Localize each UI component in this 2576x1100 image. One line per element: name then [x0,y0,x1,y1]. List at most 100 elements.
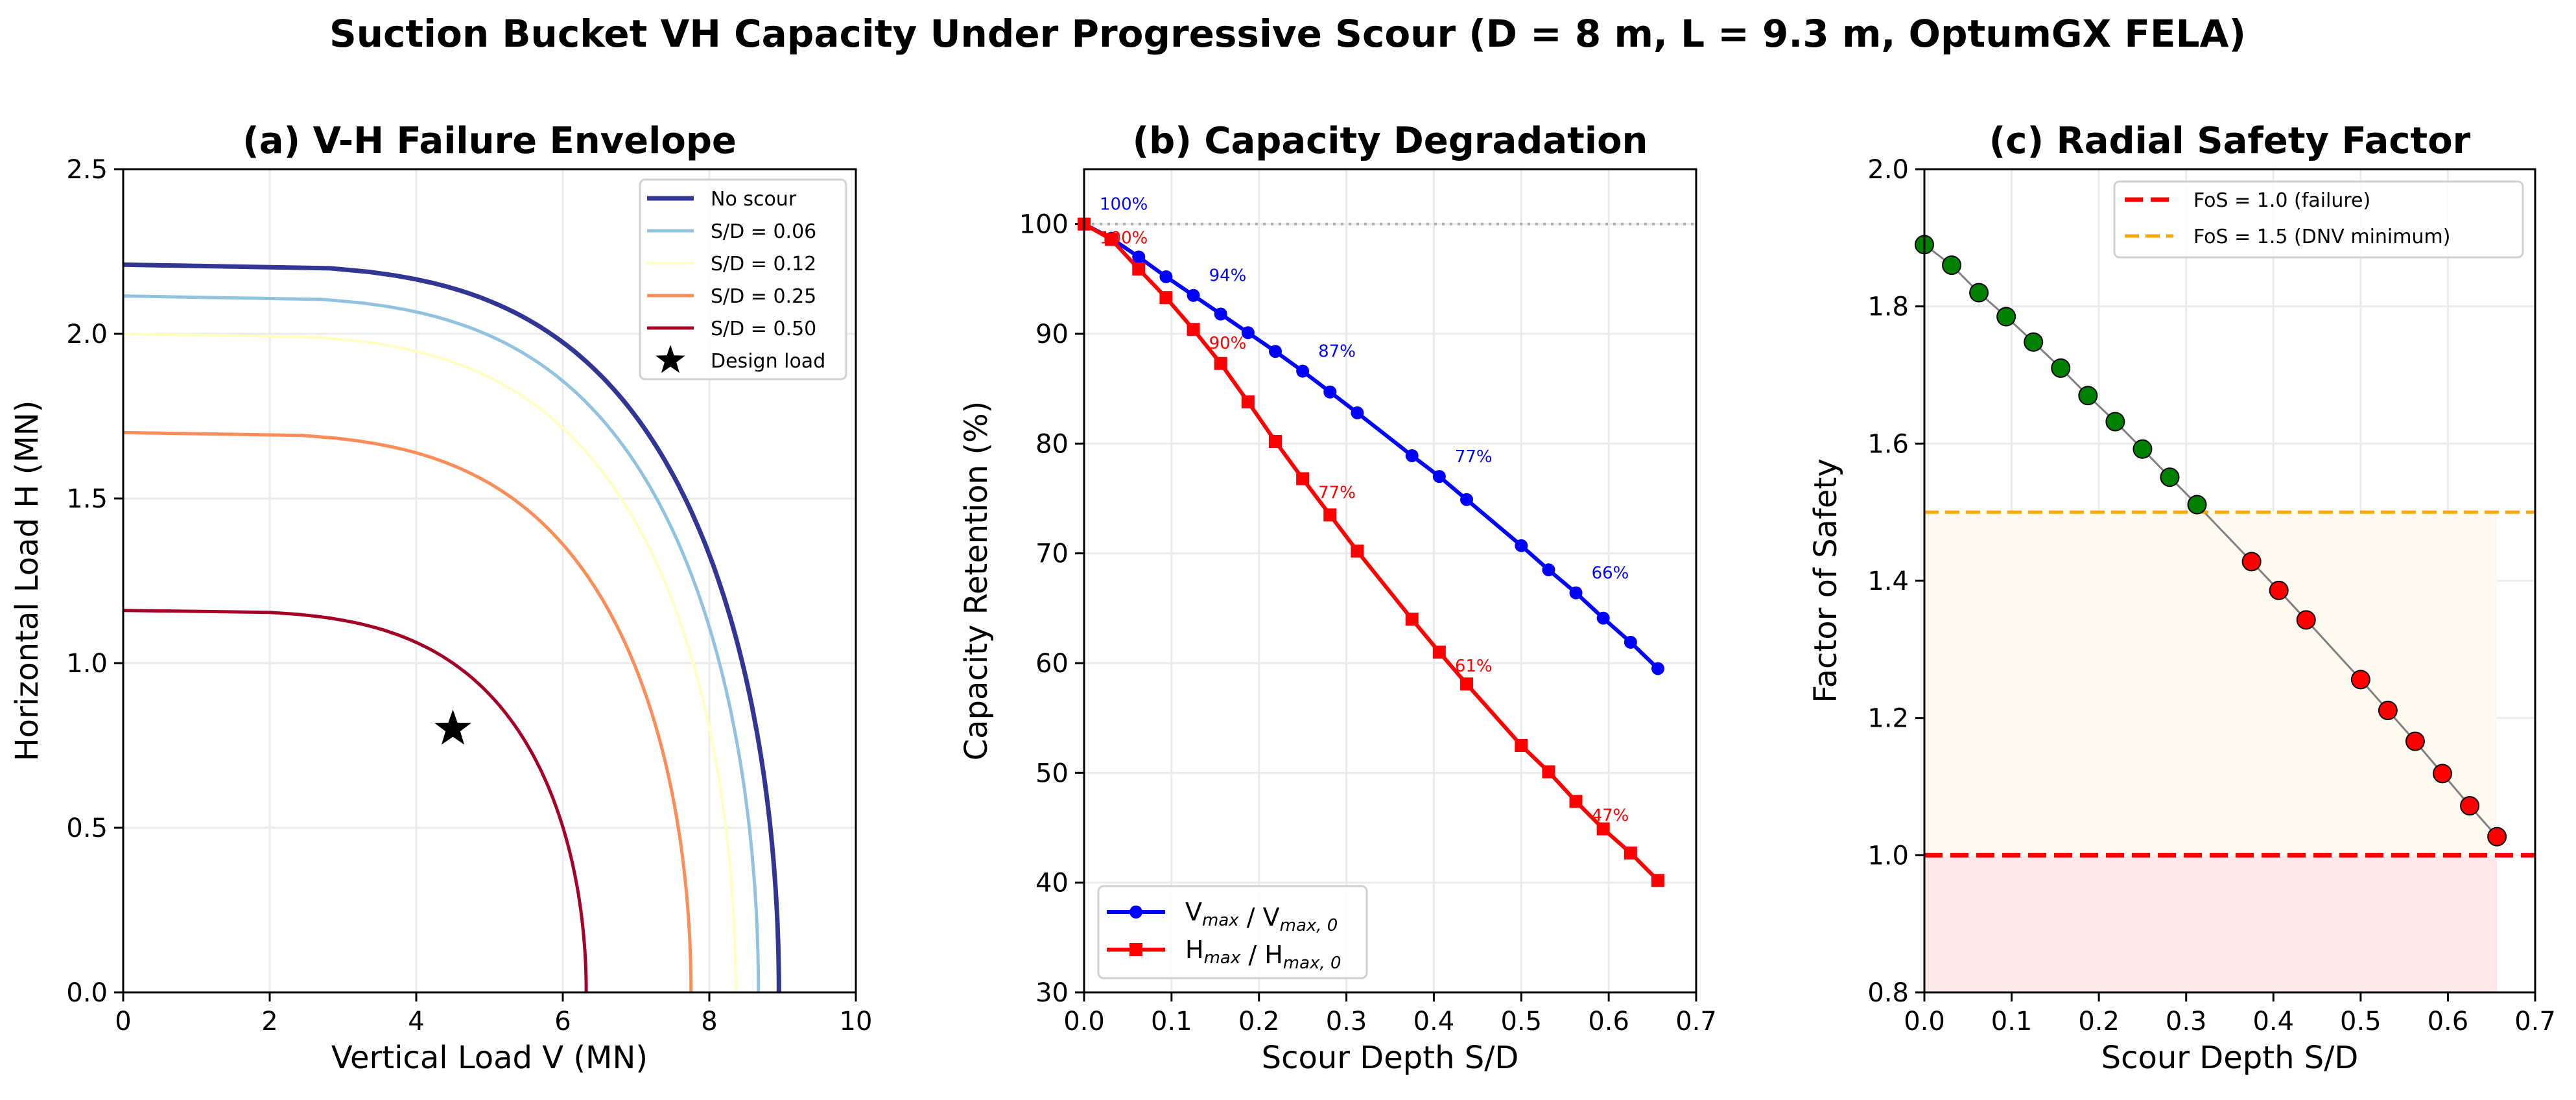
y-tick-label: 1.2 [1867,704,1909,734]
y-tick-label: 1.0 [66,649,108,679]
panel-2: 0.0 0.1 0.2 0.3 0.4 0.5 0.6 0.7 0.8 1.0 1.2 1.4 1.6 1… [1808,120,2556,1076]
legend-marker [1129,906,1142,919]
data-point [1269,434,1282,448]
x-tick-label: 0.3 [2166,1007,2207,1036]
y-tick-label: 100 [1019,210,1069,240]
x-tick-label: 0.2 [1238,1007,1280,1036]
data-point [1187,288,1200,302]
data-point [1432,470,1446,484]
data-label: 66% [1592,564,1629,583]
legend-label: S/D = 0.06 [711,220,816,243]
data-point [1515,739,1528,752]
y-tick-label: 0.8 [1867,978,1909,1008]
data-point [2405,731,2425,751]
x-tick-label: 6 [554,1007,571,1036]
legend-label: S/D = 0.50 [711,318,816,340]
data-point [1214,357,1227,370]
y-tick-label: 0.5 [66,813,108,843]
data-point [1105,233,1118,246]
data-point [2051,358,2071,378]
data-label: 47% [1592,806,1629,825]
y-axis-label: Horizontal Load H (MN) [9,401,45,762]
legend-label: FoS = 1.5 (DNV minimum) [2193,226,2450,248]
data-point [1651,662,1664,675]
data-point [2350,670,2370,690]
legend-label: Hmax / Hmax, 0 [1185,935,1341,973]
data-point [1515,539,1528,552]
legend-label: S/D = 0.12 [711,253,816,275]
data-point [1542,765,1555,778]
panel-1: 0.0 0.1 0.2 0.3 0.4 0.5 0.6 0.7 30 40 50 60 70 80 90 10… [958,120,1717,1076]
data-point [1296,472,1310,486]
panel-title: (a) V-H Failure Envelope [242,120,737,162]
data-point [2460,796,2480,816]
x-tick-label: 0.0 [1063,1007,1105,1036]
data-label: 61% [1455,657,1493,676]
axes-frame [1923,168,2536,994]
y-tick-label: 70 [1035,539,1069,569]
legend-label-subscript: max [1204,948,1241,968]
data-point [2487,826,2507,847]
data-point [1132,263,1146,276]
y-tick-label: 90 [1035,320,1069,349]
data-point [1460,493,1473,506]
data-point [1651,874,1664,887]
axes-frame [122,168,857,994]
data-point [1351,544,1364,558]
data-point [1132,250,1146,264]
data-point [1405,449,1419,462]
data-point [1460,677,1473,691]
data-point [1323,385,1337,399]
legend-label-main: / H [1240,941,1283,969]
data-point [1296,364,1310,378]
legend-box [2113,180,2524,259]
legend-label-subscript: max [1202,911,1239,930]
x-axis-label: Scour Depth S/D [2101,1040,2359,1076]
x-tick-label: 0.0 [1904,1007,1945,1036]
data-point [1996,307,2016,327]
data-point [2160,467,2180,487]
legend: No scour S/D = 0.06 S/D = 0.12 S/D = 0.25 S/… [639,178,847,380]
x-tick-label: 0.1 [1991,1007,2033,1036]
legend-label: Vmax / Vmax, 0 [1185,898,1338,935]
panel-title: (c) Radial Safety Factor [1989,120,2471,162]
data-label: 100% [1100,195,1148,215]
y-tick-label: 80 [1035,429,1069,459]
data-label: 90% [1209,334,1247,353]
data-label: 94% [1209,266,1247,286]
y-tick-label: 1.0 [1867,841,1909,871]
data-point [2024,332,2044,352]
legend-label-subscript: max, 0 [1280,916,1338,935]
data-point [1241,395,1255,408]
y-tick-label: 40 [1035,869,1069,898]
envelope-line [123,262,781,992]
data-point [2269,580,2289,600]
data-label: 77% [1318,484,1356,503]
legend-label: Design load [711,350,825,373]
y-tick-label: 1.6 [1867,429,1909,459]
x-tick-label: 0 [115,1007,131,1036]
data-label: 100% [1100,229,1148,248]
legend-label: No scour [711,188,797,211]
x-tick-label: 0.6 [1588,1007,1629,1036]
data-point [2078,386,2098,406]
design-load-marker [434,709,471,745]
y-tick-label: 30 [1035,978,1069,1008]
figure-title: Suction Bucket VH Capacity Under Progres… [329,12,2246,56]
y-axis-label: Capacity Retention (%) [958,401,995,761]
x-tick-label: 0.7 [2514,1007,2556,1036]
y-tick-label: 2.0 [1867,155,1909,185]
x-tick-label: 0.4 [1413,1007,1455,1036]
data-point [1542,563,1555,577]
legend-label-main: H [1185,935,1204,964]
legend-star-icon [656,345,685,373]
data-point [1596,822,1610,836]
data-point [2105,412,2125,432]
data-point [1241,326,1255,340]
x-tick-label: 10 [840,1007,873,1036]
x-tick-label: 0.5 [1500,1007,1542,1036]
data-point [1596,611,1610,625]
legend-label-main: V [1185,898,1202,926]
legend: FoS = 1.0 (failure) FoS = 1.5 (DNV minimu… [2113,180,2524,259]
